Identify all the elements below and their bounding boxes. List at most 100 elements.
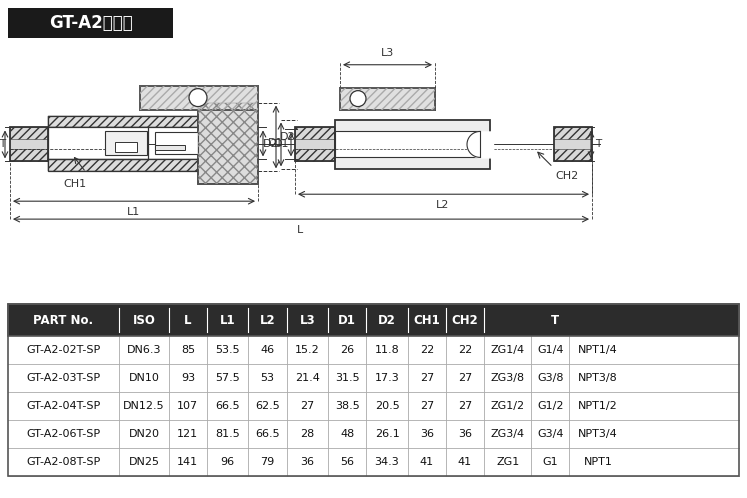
- Bar: [340, 88, 435, 110]
- Text: PART No.: PART No.: [34, 314, 93, 327]
- Bar: [8, 304, 739, 336]
- Text: 27: 27: [458, 401, 472, 411]
- Text: 34.3: 34.3: [375, 457, 400, 467]
- Text: ZG1: ZG1: [496, 457, 519, 467]
- Text: L3: L3: [300, 314, 315, 327]
- Text: D2: D2: [280, 132, 296, 142]
- Bar: [48, 127, 148, 159]
- Bar: [335, 131, 480, 157]
- Text: T: T: [551, 314, 560, 327]
- Text: 85: 85: [181, 345, 195, 355]
- Text: 66.5: 66.5: [215, 401, 240, 411]
- Text: L2: L2: [260, 314, 276, 327]
- Text: DN12.5: DN12.5: [123, 401, 165, 411]
- Bar: [155, 132, 198, 154]
- Text: 66.5: 66.5: [255, 429, 280, 439]
- Text: 141: 141: [177, 457, 199, 467]
- Text: 36: 36: [300, 457, 314, 467]
- Text: GT-A2-08T-SP: GT-A2-08T-SP: [26, 457, 101, 467]
- Text: 57.5: 57.5: [215, 373, 240, 383]
- Text: DN25: DN25: [128, 457, 159, 467]
- Circle shape: [189, 89, 207, 107]
- Text: 11.8: 11.8: [375, 345, 400, 355]
- Text: L1: L1: [220, 314, 235, 327]
- Text: G1/4: G1/4: [537, 345, 564, 355]
- Text: D1: D1: [338, 314, 356, 327]
- Text: L3: L3: [380, 48, 394, 58]
- Text: GT-A2尺寸图: GT-A2尺寸图: [49, 14, 132, 32]
- Bar: [8, 364, 739, 392]
- Text: DN20: DN20: [128, 429, 159, 439]
- Text: 38.5: 38.5: [335, 401, 359, 411]
- Text: 96: 96: [220, 457, 235, 467]
- Text: 20.5: 20.5: [375, 401, 400, 411]
- Text: CH1: CH1: [63, 179, 87, 189]
- Text: NPT1/2: NPT1/2: [578, 401, 618, 411]
- Text: 56: 56: [340, 457, 354, 467]
- Text: GT-A2-02T-SP: GT-A2-02T-SP: [26, 345, 101, 355]
- Bar: [295, 127, 335, 139]
- Text: CH1: CH1: [414, 314, 440, 327]
- Text: 53.5: 53.5: [215, 345, 240, 355]
- Text: L1: L1: [128, 207, 140, 217]
- Text: GT-A2-04T-SP: GT-A2-04T-SP: [26, 401, 101, 411]
- Bar: [140, 86, 258, 110]
- Text: 62.5: 62.5: [255, 401, 280, 411]
- Bar: [198, 103, 258, 184]
- Bar: [340, 88, 435, 110]
- Bar: [8, 304, 739, 476]
- Bar: [115, 142, 137, 152]
- Text: ZG3/4: ZG3/4: [491, 429, 524, 439]
- Text: 36: 36: [420, 429, 434, 439]
- Text: 46: 46: [261, 345, 275, 355]
- Bar: [10, 149, 48, 161]
- Text: 107: 107: [177, 401, 199, 411]
- Text: 21.4: 21.4: [295, 373, 320, 383]
- Text: 17.3: 17.3: [375, 373, 400, 383]
- Text: CH2: CH2: [555, 171, 578, 181]
- Bar: [105, 131, 147, 155]
- Text: 81.5: 81.5: [215, 429, 240, 439]
- Text: G1/2: G1/2: [537, 401, 564, 411]
- Circle shape: [350, 91, 366, 107]
- Bar: [48, 116, 198, 127]
- Text: GT-A2-03T-SP: GT-A2-03T-SP: [26, 373, 101, 383]
- Text: 26: 26: [340, 345, 354, 355]
- Text: CH2: CH2: [451, 314, 478, 327]
- Text: 27: 27: [300, 401, 314, 411]
- Text: 28: 28: [300, 429, 314, 439]
- Text: 22: 22: [420, 345, 434, 355]
- Text: 53: 53: [261, 373, 274, 383]
- Bar: [198, 103, 258, 184]
- Text: D2: D2: [264, 139, 279, 149]
- Bar: [295, 149, 335, 161]
- Bar: [8, 448, 739, 476]
- Bar: [8, 336, 739, 364]
- Text: ZG1/2: ZG1/2: [491, 401, 524, 411]
- Text: 31.5: 31.5: [335, 373, 359, 383]
- Bar: [554, 149, 592, 161]
- Text: 27: 27: [420, 401, 434, 411]
- Text: 15.2: 15.2: [295, 345, 320, 355]
- Text: D1: D1: [268, 138, 284, 148]
- Bar: [10, 127, 48, 161]
- Text: G3/8: G3/8: [537, 373, 564, 383]
- Text: L: L: [184, 314, 191, 327]
- Text: D1: D1: [273, 139, 289, 149]
- Text: NPT1: NPT1: [583, 457, 613, 467]
- Bar: [295, 127, 335, 161]
- Text: NPT1/4: NPT1/4: [578, 345, 618, 355]
- Bar: [8, 420, 739, 448]
- Bar: [554, 127, 592, 139]
- Bar: [48, 116, 198, 127]
- Text: 121: 121: [177, 429, 199, 439]
- Text: T: T: [595, 139, 601, 149]
- Text: GT-A2-06T-SP: GT-A2-06T-SP: [26, 429, 101, 439]
- Text: 79: 79: [261, 457, 275, 467]
- Bar: [335, 120, 490, 169]
- Text: DN10: DN10: [128, 373, 159, 383]
- Text: NPT3/8: NPT3/8: [578, 373, 618, 383]
- Text: 27: 27: [420, 373, 434, 383]
- Text: 27: 27: [458, 373, 472, 383]
- Bar: [140, 86, 258, 110]
